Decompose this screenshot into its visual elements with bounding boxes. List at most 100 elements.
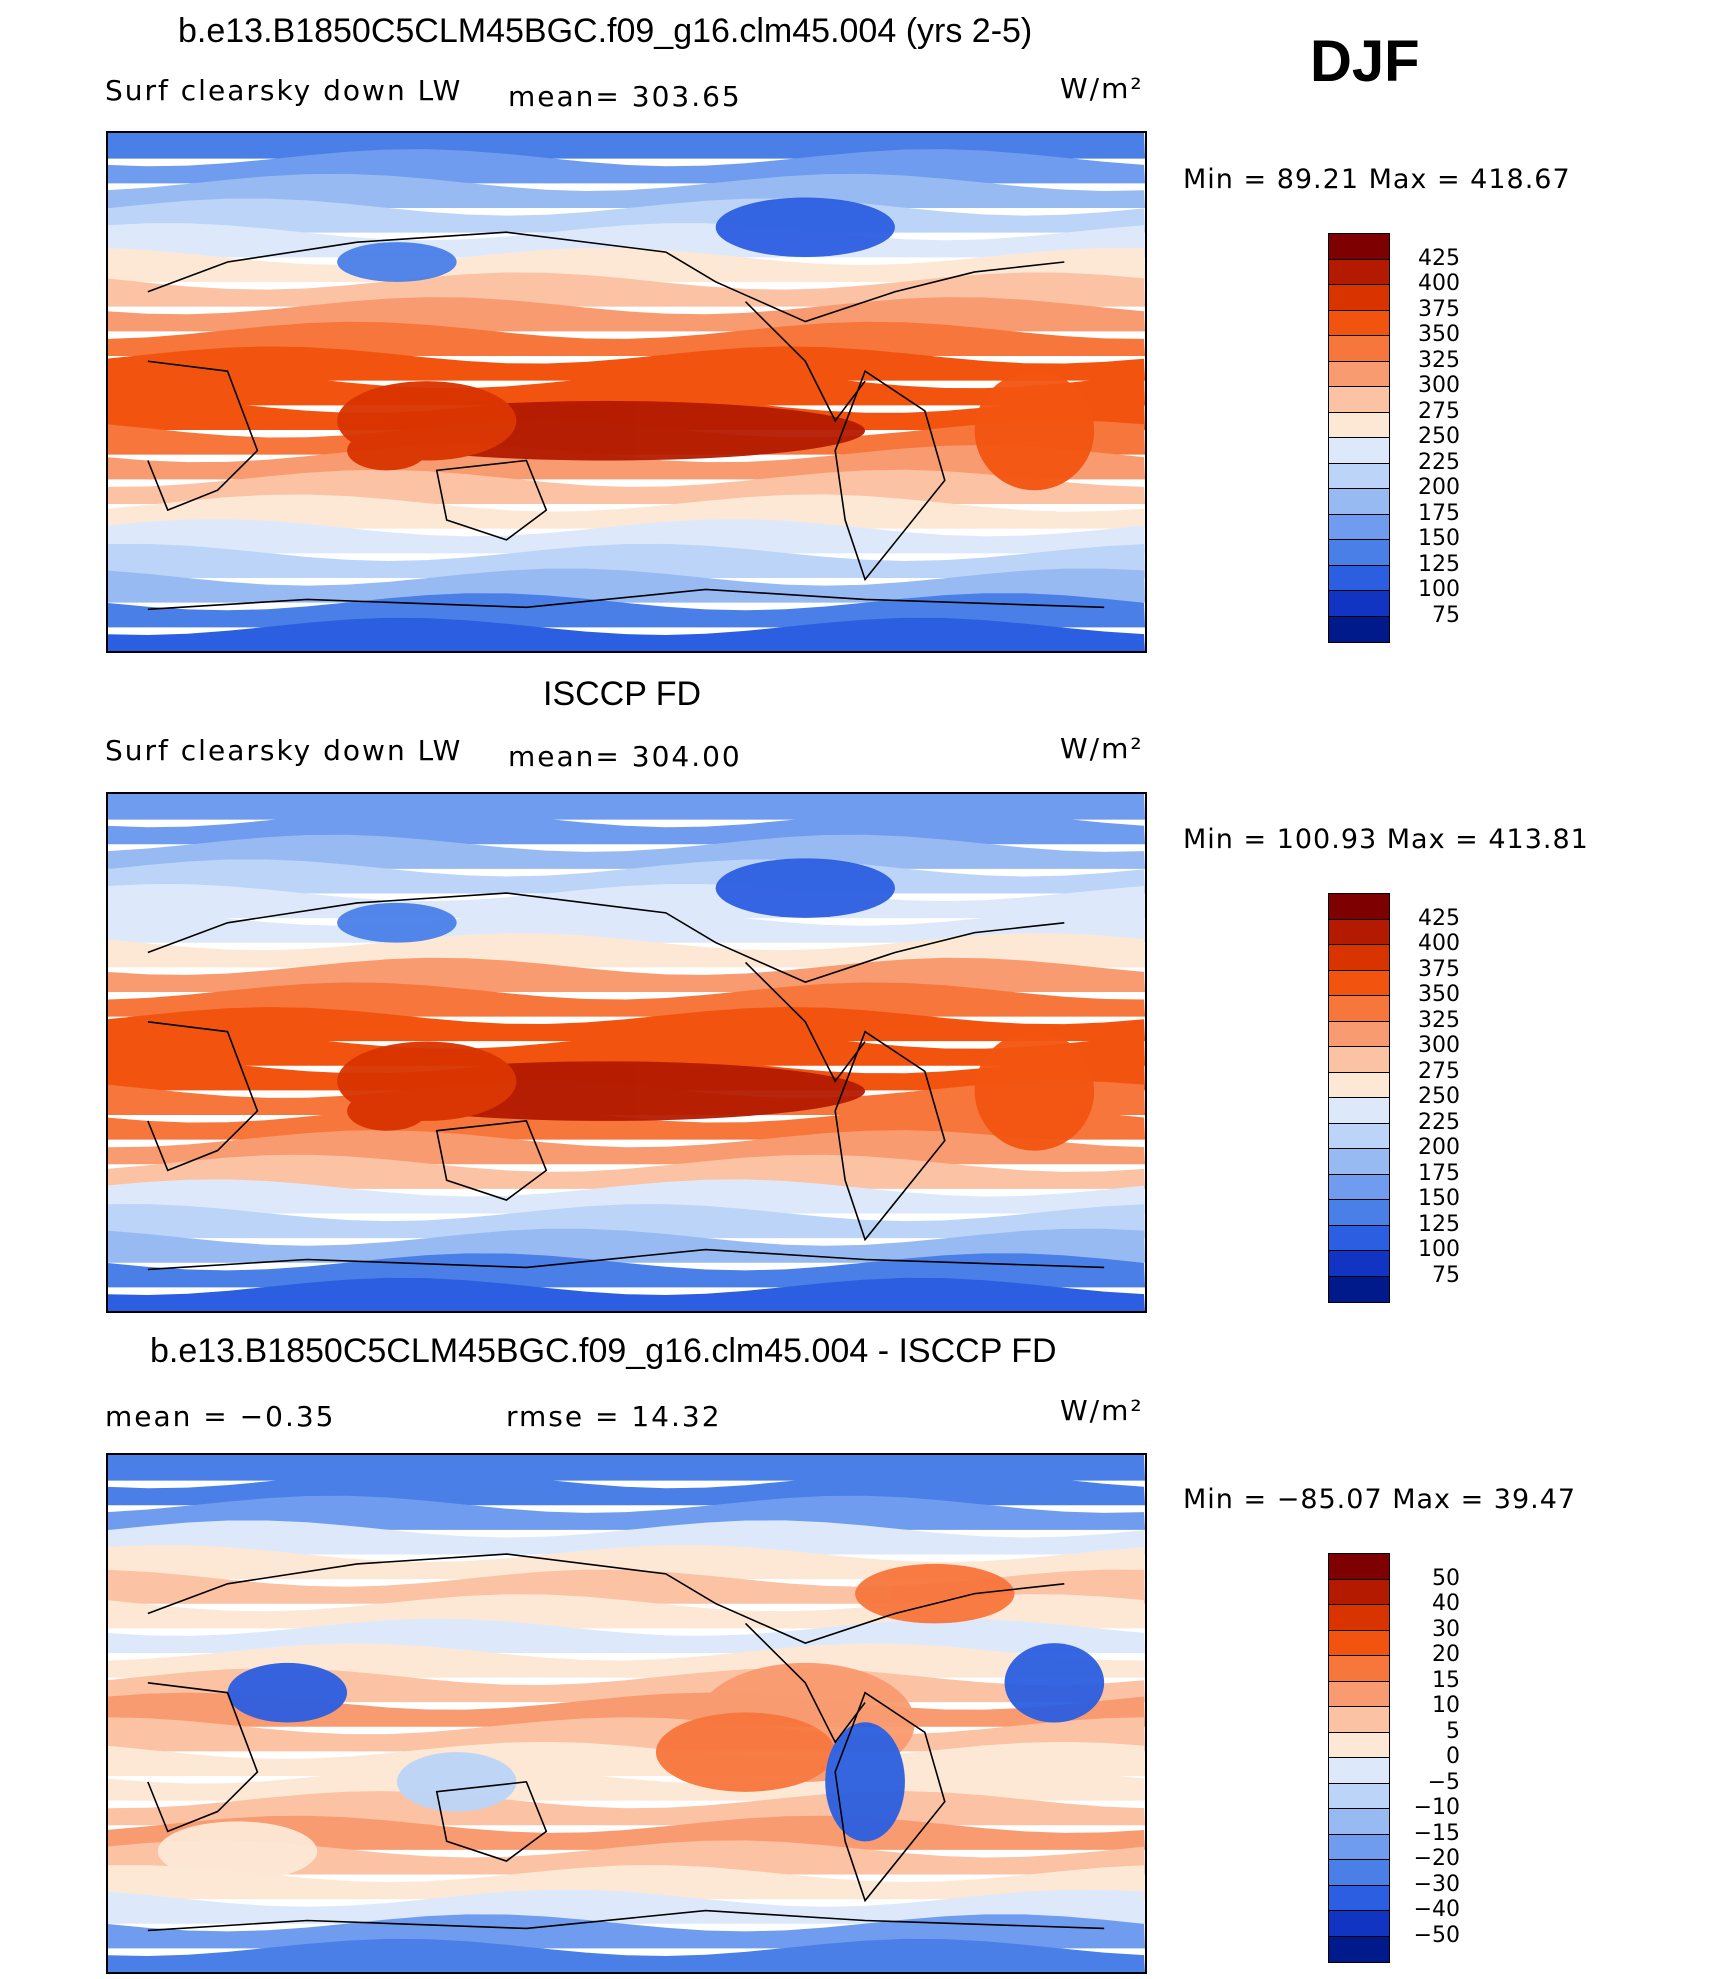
colorbar-tick-label: 375 bbox=[1418, 296, 1460, 322]
coastline bbox=[147, 1021, 259, 1172]
contour-feature bbox=[715, 197, 895, 258]
contour-feature bbox=[655, 1712, 836, 1792]
colorbar-tick-label: 200 bbox=[1418, 1135, 1460, 1160]
colorbar-tick-label: 200 bbox=[1418, 475, 1460, 500]
colorbar-tick-label: 325 bbox=[1418, 1007, 1460, 1033]
panel-1-minmax: Min = 89.21 Max = 418.67 bbox=[1183, 164, 1571, 195]
contour-bands bbox=[108, 794, 1145, 1311]
colorbar-tick-label: 125 bbox=[1418, 551, 1460, 577]
panel-1-title: b.e13.B1850C5CLM45BGC.f09_g16.clm45.004 … bbox=[178, 12, 1033, 50]
panel-1-map-plot bbox=[108, 133, 1145, 651]
colorbar-swatch bbox=[1329, 412, 1389, 438]
colorbar-swatch bbox=[1329, 1681, 1389, 1707]
contour-features bbox=[337, 858, 1095, 1151]
colorbar-tick-label: 225 bbox=[1418, 1109, 1460, 1135]
coastline bbox=[147, 892, 1065, 983]
colorbar-swatch bbox=[1329, 1707, 1389, 1733]
colorbar-swatch bbox=[1329, 514, 1389, 540]
contour-feature bbox=[347, 1091, 427, 1131]
contour-band bbox=[108, 1277, 1145, 1311]
colorbar-swatches bbox=[1328, 893, 1390, 1303]
contour-band bbox=[108, 1865, 1145, 1900]
colorbar-swatch bbox=[1329, 945, 1389, 971]
coastline bbox=[147, 1248, 1105, 1271]
coastline bbox=[147, 1682, 259, 1833]
contour-feature bbox=[227, 1662, 348, 1723]
contour-band bbox=[108, 272, 1145, 307]
contour-band bbox=[108, 1179, 1145, 1214]
contour-band bbox=[108, 1520, 1145, 1555]
contour-feature bbox=[396, 1752, 517, 1812]
coastline bbox=[435, 1781, 548, 1862]
colorbar-swatch bbox=[1329, 1174, 1389, 1200]
coastline bbox=[834, 1691, 946, 1903]
colorbar-swatch bbox=[1329, 438, 1389, 464]
contour-band bbox=[108, 469, 1145, 504]
colorbar-swatch bbox=[1329, 1809, 1389, 1835]
colorbar-tick-label: −15 bbox=[1413, 1820, 1460, 1846]
contour-band bbox=[108, 982, 1145, 1017]
contour-band bbox=[108, 1594, 1145, 1629]
contour-band bbox=[108, 933, 1145, 968]
contour-feature bbox=[974, 371, 1095, 491]
colorbar-swatch bbox=[1329, 1936, 1389, 1962]
panel-1-map bbox=[106, 131, 1147, 653]
colorbar-tick-label: 250 bbox=[1418, 424, 1460, 449]
colorbar-tick-label: −50 bbox=[1413, 1922, 1460, 1948]
panel-2-minmax: Min = 100.93 Max = 413.81 bbox=[1183, 824, 1589, 855]
coastline bbox=[435, 459, 548, 541]
colorbar-tick-label: 50 bbox=[1432, 1565, 1460, 1591]
contour-features bbox=[157, 1563, 1105, 1881]
colorbar-swatch bbox=[1329, 1251, 1389, 1277]
contour-feature bbox=[974, 1031, 1095, 1151]
colorbar-tick-label: 350 bbox=[1418, 322, 1460, 347]
panel-3-map-plot bbox=[108, 1455, 1145, 1972]
coastline bbox=[834, 1030, 946, 1242]
colorbar-swatch bbox=[1329, 1225, 1389, 1251]
colorbar-tick-label: 40 bbox=[1432, 1591, 1460, 1616]
colorbar-swatch bbox=[1329, 1783, 1389, 1809]
panel-2-map-plot bbox=[108, 794, 1145, 1311]
colorbar-tick-label: 20 bbox=[1432, 1642, 1460, 1667]
colorbar-tick-label: 275 bbox=[1418, 398, 1460, 424]
contour-band bbox=[108, 1889, 1145, 1924]
colorbar-tick-label: 300 bbox=[1418, 373, 1460, 398]
colorbar-tick-label: 150 bbox=[1418, 1186, 1460, 1211]
contour-bands bbox=[108, 133, 1145, 651]
contour-band bbox=[108, 543, 1145, 578]
coastline bbox=[744, 1622, 866, 1744]
coastline bbox=[834, 369, 946, 582]
colorbar-swatch bbox=[1329, 616, 1389, 642]
colorbar-swatch bbox=[1329, 1123, 1389, 1149]
contour-band bbox=[108, 1495, 1145, 1530]
contour-band bbox=[108, 1938, 1145, 1972]
colorbar-tick-label: −5 bbox=[1427, 1769, 1460, 1795]
colorbar-tick-label: 175 bbox=[1418, 500, 1460, 526]
colorbar-tick-label: 400 bbox=[1418, 271, 1460, 296]
contour-band bbox=[108, 568, 1145, 603]
panel-3-map bbox=[106, 1453, 1147, 1974]
panel-3-mean-label: mean = −0.35 bbox=[105, 1400, 336, 1433]
colorbar-tick-label: 125 bbox=[1418, 1211, 1460, 1237]
colorbar-swatch bbox=[1329, 1200, 1389, 1226]
colorbar-tick-label: 325 bbox=[1418, 347, 1460, 373]
colorbar-tick-label: 0 bbox=[1446, 1744, 1460, 1769]
contour-features bbox=[337, 197, 1095, 491]
colorbar-swatch bbox=[1329, 970, 1389, 996]
panel-1-variable-label: Surf clearsky down LW bbox=[105, 74, 463, 107]
colorbar-swatch bbox=[1329, 1630, 1389, 1656]
colorbar-swatch bbox=[1329, 310, 1389, 336]
season-label: DJF bbox=[1310, 29, 1420, 94]
colorbar-swatch bbox=[1329, 1554, 1389, 1580]
coastline bbox=[147, 1909, 1105, 1932]
colorbar-tick-label: 425 bbox=[1418, 245, 1460, 271]
contour-band bbox=[108, 1006, 1145, 1042]
colorbar-tick-label: 30 bbox=[1432, 1616, 1460, 1642]
panel-2-map bbox=[106, 792, 1147, 1313]
contour-feature bbox=[337, 242, 457, 282]
colorbar-swatch bbox=[1329, 285, 1389, 311]
colorbar-tick-label: 350 bbox=[1418, 982, 1460, 1007]
colorbar-tick-label: 75 bbox=[1432, 602, 1460, 628]
colorbar-swatch bbox=[1329, 463, 1389, 489]
colorbar-tick-label: 425 bbox=[1418, 905, 1460, 931]
